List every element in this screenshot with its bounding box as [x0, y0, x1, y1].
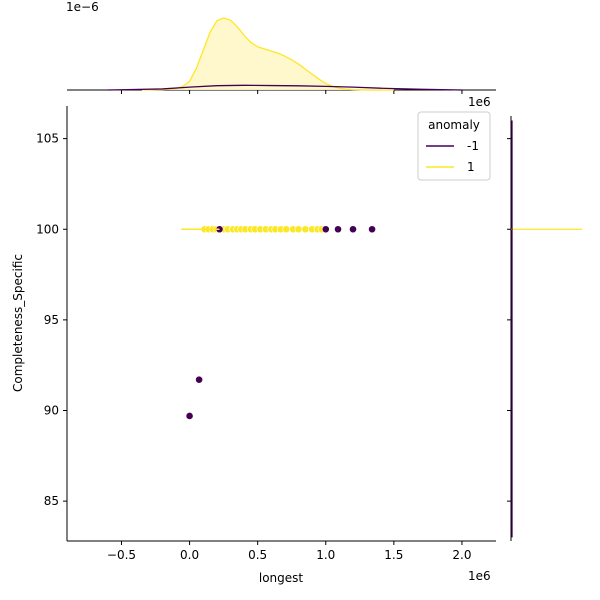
x-tick-label: −0.5	[107, 548, 136, 562]
y-axis-label: Completeness_Specific	[11, 254, 25, 392]
scatter-point-anomaly-minus-1	[185, 412, 194, 420]
x-axis-label: longest	[259, 571, 304, 585]
y-tick-label: 100	[36, 222, 59, 236]
legend: anomaly -1 1	[417, 111, 491, 181]
scatter-point-anomaly-minus-1	[368, 225, 376, 234]
y-tick-label: 95	[44, 313, 59, 327]
x-tick-label: 1.5	[384, 548, 403, 562]
top-x-offset-label: 1e6	[468, 95, 491, 109]
y-tick-label: 85	[44, 494, 59, 508]
legend-label-minus-1: -1	[467, 139, 479, 153]
scatter-point-anomaly-minus-1	[321, 225, 330, 234]
y-tick-label: 90	[44, 404, 59, 418]
right-marginal-density	[507, 116, 582, 541]
scatter-point-anomaly-minus-1	[349, 225, 357, 234]
top-marginal-density	[67, 17, 496, 94]
x-axis-ticks: −0.5 0.0 0.5 1.0 1.5 2.0	[107, 541, 471, 562]
main-scatter-plot: −0.5 0.0 0.5 1.0 1.5 2.0 85 90 95 100 105	[36, 106, 496, 562]
scatter-point-anomaly-minus-1	[334, 225, 342, 234]
scatter-point-anomaly-1	[301, 225, 310, 234]
y-axis-ticks: 85 90 95 100 105	[36, 132, 67, 508]
top-density-fill-1	[141, 18, 394, 90]
x-tick-label: 1.0	[316, 548, 335, 562]
legend-title: anomaly	[428, 118, 480, 132]
top-y-offset-label: 1e−6	[66, 0, 99, 14]
x-tick-label: 0.0	[180, 548, 199, 562]
x-tick-label: 2.0	[452, 548, 471, 562]
x-offset-label: 1e6	[468, 569, 491, 583]
scatter-point-anomaly-minus-1	[195, 375, 204, 384]
scatter-points	[185, 225, 376, 420]
scatter-point-anomaly-1	[294, 225, 303, 234]
y-tick-label: 105	[36, 132, 59, 146]
legend-label-1: 1	[467, 160, 475, 174]
scatter-point-anomaly-1	[282, 225, 291, 234]
top-density-line-minus-1	[107, 84, 462, 91]
x-tick-label: 0.5	[248, 548, 267, 562]
